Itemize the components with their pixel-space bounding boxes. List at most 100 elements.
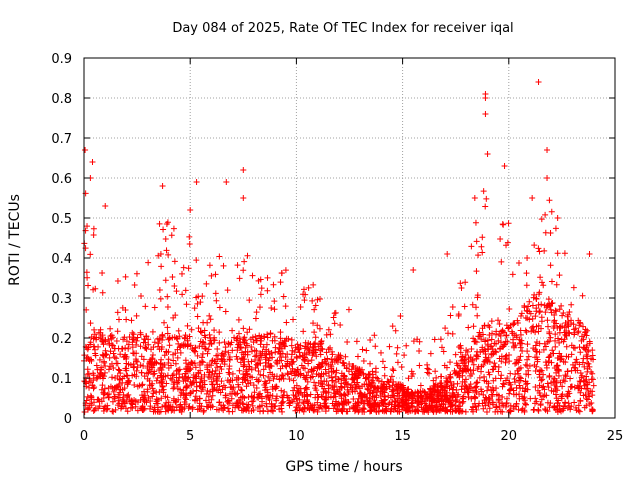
- data-point: [206, 262, 213, 269]
- data-point: [523, 329, 530, 336]
- data-point: [284, 360, 291, 367]
- data-point: [84, 223, 91, 230]
- data-point: [378, 385, 385, 392]
- data-point: [547, 262, 554, 269]
- data-point: [170, 225, 177, 232]
- data-point: [485, 380, 492, 387]
- data-point: [495, 368, 502, 375]
- data-point: [370, 374, 377, 381]
- data-point: [354, 353, 361, 360]
- data-point: [393, 350, 400, 357]
- data-point: [181, 398, 188, 405]
- data-point: [550, 318, 557, 325]
- data-point: [114, 309, 121, 316]
- data-point: [535, 245, 542, 252]
- y-tick-label: 0.9: [51, 52, 72, 67]
- data-point: [154, 408, 161, 415]
- data-point: [498, 358, 505, 365]
- data-point: [371, 332, 378, 339]
- data-point: [309, 352, 316, 359]
- data-point: [227, 384, 234, 391]
- data-point: [277, 329, 284, 336]
- data-point: [264, 334, 271, 341]
- data-point: [493, 340, 500, 347]
- data-point: [90, 385, 97, 392]
- data-point: [315, 379, 322, 386]
- data-point: [474, 365, 481, 372]
- data-point: [168, 232, 175, 239]
- x-tick-label: 25: [607, 429, 624, 444]
- data-point: [147, 360, 154, 367]
- data-point: [277, 341, 284, 348]
- data-point: [203, 280, 210, 287]
- data-point: [126, 377, 133, 384]
- data-point: [250, 339, 257, 346]
- data-point: [589, 406, 596, 413]
- data-point: [124, 392, 131, 399]
- data-point: [522, 327, 529, 334]
- data-point: [550, 324, 557, 331]
- data-point: [125, 341, 132, 348]
- data-point: [240, 267, 247, 274]
- data-point: [204, 387, 211, 394]
- data-point: [108, 335, 115, 342]
- data-point: [360, 371, 367, 378]
- data-point: [159, 383, 166, 390]
- data-point: [552, 307, 559, 314]
- data-point: [550, 388, 557, 395]
- data-point: [584, 342, 591, 349]
- data-point: [114, 402, 121, 409]
- data-point: [549, 347, 556, 354]
- data-point: [542, 309, 549, 316]
- data-point: [334, 406, 341, 413]
- data-point: [102, 350, 109, 357]
- data-point: [588, 399, 595, 406]
- data-point: [147, 397, 154, 404]
- data-point: [278, 387, 285, 394]
- data-point: [214, 346, 221, 353]
- data-point: [145, 394, 152, 401]
- data-point: [250, 407, 257, 414]
- data-point: [297, 342, 304, 349]
- data-point: [138, 382, 145, 389]
- data-point: [234, 390, 241, 397]
- data-point: [95, 329, 102, 336]
- data-point: [182, 370, 189, 377]
- data-point: [516, 374, 523, 381]
- data-point: [527, 395, 534, 402]
- data-point: [579, 292, 586, 299]
- data-point: [246, 363, 253, 370]
- data-point: [198, 329, 205, 336]
- data-point: [82, 147, 89, 153]
- y-tick-label: 0.6: [51, 172, 72, 187]
- data-point: [585, 389, 592, 396]
- data-point: [538, 314, 545, 321]
- data-point: [338, 384, 345, 391]
- data-point: [244, 252, 251, 259]
- data-point: [146, 377, 153, 384]
- data-point: [209, 392, 216, 399]
- data-point: [486, 371, 493, 378]
- data-point: [199, 384, 206, 391]
- data-point: [244, 348, 251, 355]
- data-point: [552, 331, 559, 338]
- data-point: [516, 391, 523, 398]
- data-point: [208, 272, 215, 279]
- data-point: [526, 298, 533, 305]
- data-point: [166, 334, 173, 341]
- data-point: [553, 308, 560, 315]
- data-point: [294, 341, 301, 348]
- data-point: [546, 329, 553, 336]
- data-point: [569, 383, 576, 390]
- data-point: [185, 265, 192, 272]
- data-point: [580, 336, 587, 343]
- data-point: [164, 219, 171, 226]
- data-point: [472, 403, 479, 410]
- data-point: [162, 277, 169, 284]
- data-point: [363, 394, 370, 401]
- data-point: [437, 336, 444, 343]
- data-point: [472, 219, 479, 226]
- data-point: [452, 402, 459, 409]
- data-point: [267, 330, 274, 337]
- data-point: [133, 270, 140, 277]
